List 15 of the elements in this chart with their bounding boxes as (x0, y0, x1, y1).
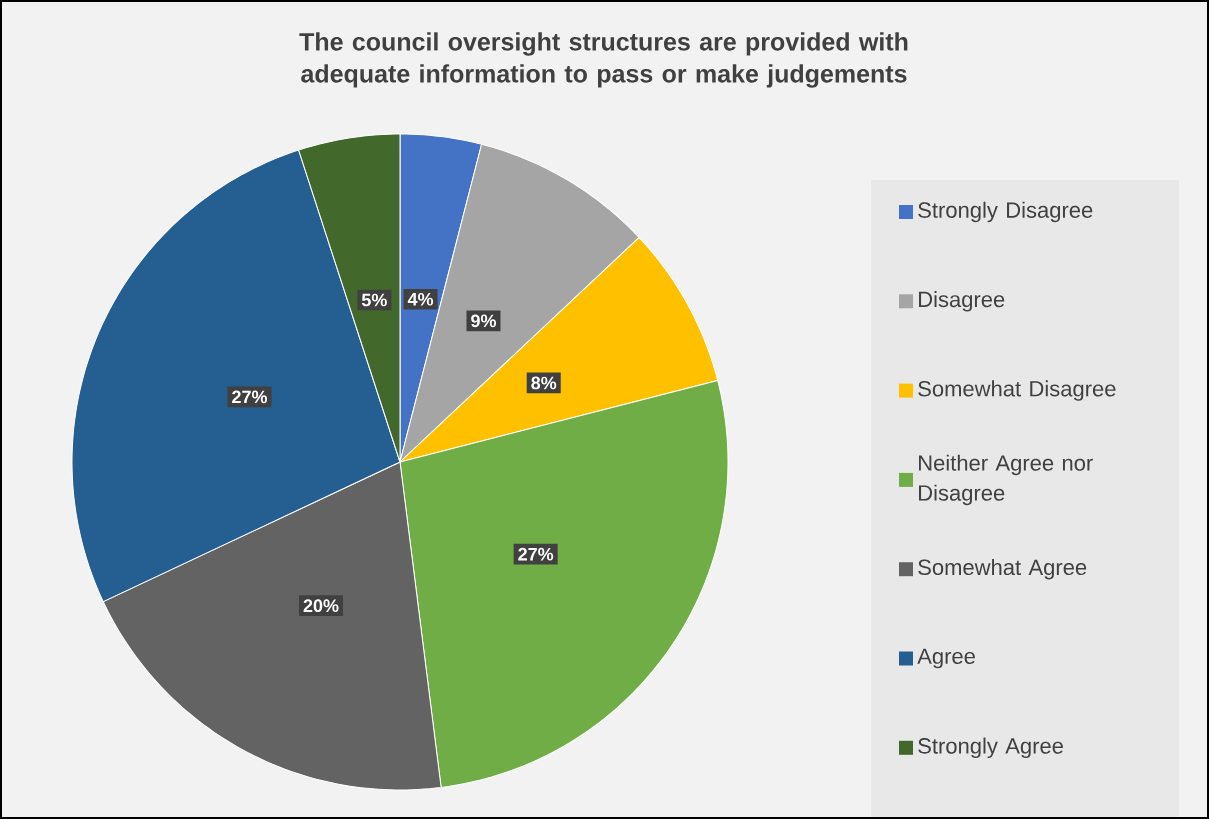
chart-title: The council oversight structures are provided with adequate information to pass or make judgements (299, 32, 908, 88)
legend-label: Strongly Agree (918, 737, 1063, 759)
legend-label: Somewhat Agree (918, 558, 1087, 580)
data-label: 20% (303, 599, 339, 613)
legend-label: Disagree (919, 291, 1005, 312)
data-label: 27% (232, 390, 268, 404)
data-label: 9% (471, 314, 497, 328)
data-label: 8% (531, 376, 557, 390)
legend-label: Agree (917, 648, 975, 669)
data-label: 27% (518, 547, 554, 561)
data-label: 4% (407, 292, 434, 306)
legend-label: Strongly Disagree (918, 201, 1093, 223)
legend-label: Neither Agree nor Disagree (919, 454, 1093, 506)
legend-label: Somewhat Disagree (918, 380, 1116, 401)
data-label: 5% (361, 293, 387, 307)
